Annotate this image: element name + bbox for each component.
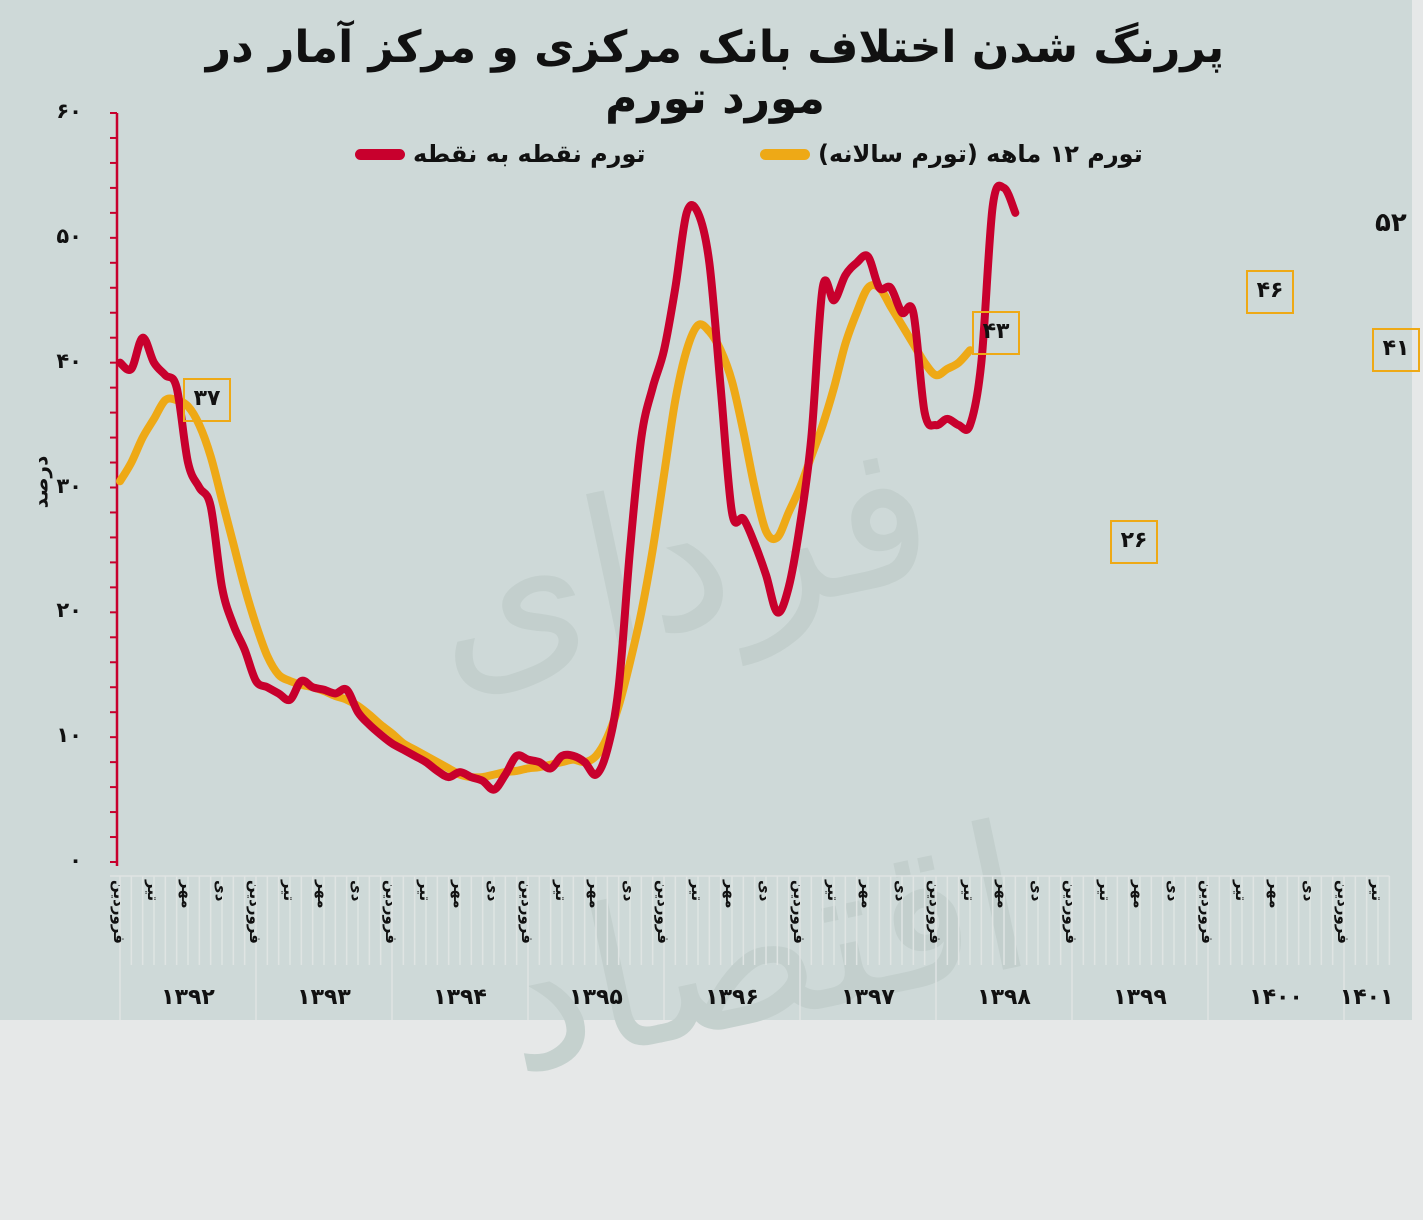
- x-month-label: تیر: [1096, 880, 1114, 902]
- x-month-label: مهر: [450, 880, 468, 909]
- x-month-label: تیر: [1368, 880, 1386, 902]
- legend-label-point-to-point: تورم نقطه به نقطه: [413, 140, 646, 168]
- x-month-label: فروردین: [1198, 880, 1216, 944]
- line-chart: [110, 112, 1391, 1020]
- x-month-label: تیر: [688, 880, 706, 902]
- x-month-label: تیر: [280, 880, 298, 902]
- x-month-label: تیر: [1232, 880, 1250, 902]
- y-tick-label: ۳۰: [56, 473, 82, 498]
- chart-frame: [0, 0, 1412, 1020]
- x-year-label: ۱۳۹۵: [569, 985, 623, 1010]
- x-month-label: دی: [892, 880, 910, 902]
- legend-item-annual: تورم ۱۲ ماهه (تورم سالانه): [760, 140, 1143, 168]
- x-year-label: ۱۳۹۴: [433, 985, 487, 1010]
- x-month-label: دی: [1300, 880, 1318, 902]
- x-month-label: دی: [212, 880, 230, 902]
- x-month-label: فروردین: [926, 880, 944, 944]
- x-year-label: ۱۳۹۶: [705, 985, 759, 1010]
- data-point-label: ۳۷: [183, 378, 231, 422]
- x-year-label: ۱۴۰۱: [1339, 985, 1394, 1010]
- x-month-label: مهر: [858, 880, 876, 909]
- x-month-label: فروردین: [518, 880, 536, 944]
- x-month-label: مهر: [994, 880, 1012, 909]
- annual-line: [116, 281, 974, 782]
- x-month-label: تیر: [552, 880, 570, 902]
- x-month-label: فروردین: [1062, 880, 1080, 944]
- x-month-label: فروردین: [790, 880, 808, 944]
- y-tick-label: ۲۰: [56, 598, 82, 623]
- x-month-label: فروردین: [654, 880, 672, 944]
- y-tick-label: ۴۰: [56, 348, 82, 373]
- x-year-label: ۱۳۹۷: [841, 985, 895, 1010]
- x-year-label: ۱۳۹۳: [297, 985, 351, 1010]
- legend-item-point-to-point: تورم نقطه به نقطه: [355, 140, 646, 168]
- x-month-label: مهر: [314, 880, 332, 909]
- x-month-label: دی: [348, 880, 366, 902]
- x-month-label: مهر: [1130, 880, 1148, 909]
- y-tick-label: ۶۰: [56, 99, 82, 123]
- x-month-label: مهر: [586, 880, 604, 909]
- legend-label-annual: تورم ۱۲ ماهه (تورم سالانه): [818, 140, 1143, 168]
- data-point-label: ۴۶: [1246, 270, 1294, 314]
- x-year-label: ۱۳۹۲: [161, 985, 215, 1010]
- point-to-point-line: [116, 181, 1020, 794]
- x-month-label: تیر: [824, 880, 842, 902]
- y-tick-label: ۰: [69, 848, 82, 872]
- x-month-label: دی: [1028, 880, 1046, 902]
- x-month-label: دی: [756, 880, 774, 902]
- x-year-label: ۱۳۹۸: [977, 985, 1031, 1010]
- x-month-label: دی: [1164, 880, 1182, 902]
- x-month-label: فروردین: [1334, 880, 1352, 944]
- data-point-label: ۴۳: [972, 311, 1020, 355]
- x-month-label: فروردین: [246, 880, 264, 944]
- x-month-label: دی: [484, 880, 502, 902]
- x-month-label: فروردین: [110, 880, 128, 944]
- x-month-label: مهر: [722, 880, 740, 909]
- y-tick-label: ۱۰: [56, 723, 82, 748]
- y-tick-label: ۵۰: [56, 223, 82, 248]
- x-month-label: فروردین: [382, 880, 400, 944]
- x-month-label: دی: [620, 880, 638, 902]
- x-month-label: مهر: [178, 880, 196, 909]
- data-point-label: ۵۲: [1375, 208, 1407, 238]
- chart-title: پررنگ شدن اختلاف بانک مرکزی و مرکز آمار …: [205, 22, 1225, 124]
- data-point-label: ۲۶: [1110, 520, 1158, 564]
- data-point-label: ۴۱: [1372, 328, 1420, 372]
- x-month-label: مهر: [1266, 880, 1284, 909]
- x-year-label: ۱۴۰۰: [1249, 985, 1303, 1010]
- legend-swatch-annual-icon: [760, 148, 810, 160]
- x-month-label: تیر: [416, 880, 434, 902]
- x-month-label: تیر: [144, 880, 162, 902]
- legend-swatch-point-to-point-icon: [355, 148, 405, 160]
- x-month-label: تیر: [960, 880, 978, 902]
- x-year-label: ۱۳۹۹: [1113, 985, 1167, 1010]
